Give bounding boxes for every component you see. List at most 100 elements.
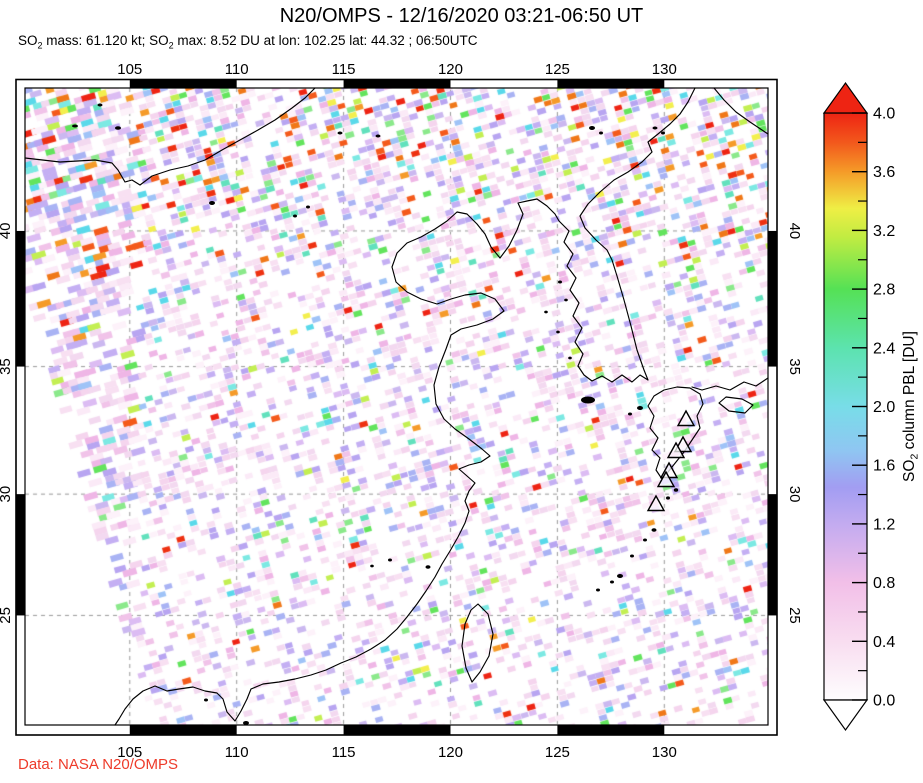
lon-tick-label-bottom: 110 — [225, 744, 249, 761]
subtitle-seg: SO — [18, 33, 38, 48]
volcano-triangle-marker — [676, 409, 696, 427]
colorbar-tick-label: 4.0 — [873, 106, 895, 123]
small-island-or-lake — [630, 554, 634, 558]
lat-tick-label-left: 30 — [0, 486, 14, 503]
colorbar-tick-label: 3.2 — [873, 223, 895, 240]
mainland-asia-coast-coastline — [114, 87, 696, 726]
small-island-or-lake — [643, 538, 647, 542]
frame-segment-bottom — [129, 725, 237, 735]
shikoku-island-coastline — [718, 396, 754, 414]
plot-title: N20/OMPS - 12/16/2020 03:21-06:50 UT — [279, 5, 644, 27]
frame-segment-left — [16, 230, 25, 367]
plot-subtitle: SO2 mass: 61.120 kt; SO2 max: 8.52 DU at… — [18, 33, 478, 51]
lat-tick-label-right: 40 — [786, 223, 803, 240]
lon-tick-label-top: 115 — [332, 61, 356, 78]
lat-tick-label-right: 25 — [786, 607, 803, 624]
kyushu-island-coastline — [647, 386, 704, 480]
frame-segment-right — [768, 230, 777, 367]
colorbar-under-arrow — [822, 699, 869, 732]
small-island-or-lake — [388, 558, 392, 562]
frame-segment-top — [129, 79, 237, 88]
data-credit: Data: NASA N20/OMPS — [18, 756, 179, 773]
small-island-or-lake — [425, 565, 431, 569]
small-island-or-lake — [661, 131, 665, 135]
lon-tick-label-top: 110 — [225, 61, 249, 78]
so2-swath-data-canvas — [25, 88, 768, 725]
small-island-or-lake — [599, 131, 603, 135]
lon-tick-label-top: 120 — [438, 61, 463, 78]
lon-tick-label-bottom: 115 — [332, 744, 356, 761]
lon-tick-label-bottom: 120 — [438, 744, 463, 761]
small-island-or-lake — [637, 406, 643, 410]
small-island-or-lake — [306, 205, 310, 209]
small-island-or-lake — [564, 298, 568, 302]
lon-tick-label-bottom: 105 — [117, 744, 142, 761]
frame-segment-bottom — [557, 725, 665, 735]
frame-segment-bottom — [343, 725, 451, 735]
taiwan-island-coastline — [461, 603, 494, 683]
small-island-or-lake — [628, 412, 632, 416]
volcano-triangle-marker — [656, 470, 676, 488]
small-island-or-lake — [293, 214, 297, 218]
subtitle-subscript: 2 — [37, 40, 43, 51]
colorbar-tick-label: 0.8 — [873, 575, 895, 592]
small-island-or-lake — [673, 488, 679, 492]
small-island-or-lake — [337, 131, 343, 135]
lat-tick-label-right: 30 — [786, 486, 803, 503]
small-island-or-lake — [558, 280, 562, 284]
small-island-or-lake — [204, 698, 208, 702]
small-island-or-lake — [610, 580, 614, 584]
small-island-or-lake — [556, 330, 560, 334]
lon-tick-label-top: 130 — [652, 61, 677, 78]
lon-tick-label-bottom: 125 — [545, 744, 570, 761]
frame-segment-top — [343, 79, 451, 88]
colorbar-tick-label: 0.0 — [873, 693, 895, 710]
small-island-or-lake — [596, 588, 600, 592]
honshu-northwest-coast-coastline — [713, 87, 769, 135]
colorbar-tick-label: 3.6 — [873, 164, 895, 181]
map-outer-frame — [15, 78, 778, 736]
frame-segment-top — [557, 79, 665, 88]
colorbar-tick-label: 1.2 — [873, 516, 895, 533]
small-island-or-lake — [72, 124, 78, 128]
lat-tick-label-left: 35 — [0, 358, 14, 375]
lon-tick-label-bottom: 130 — [652, 744, 677, 761]
small-island-or-lake — [581, 396, 595, 404]
small-island-or-lake — [589, 126, 595, 130]
volcano-triangle-marker — [666, 441, 686, 459]
small-island-or-lake — [375, 134, 381, 138]
lon-tick-label-top: 105 — [117, 61, 142, 78]
lat-tick-label-left: 25 — [0, 607, 14, 624]
small-island-or-lake — [617, 574, 623, 578]
small-island-or-lake — [544, 310, 548, 314]
small-island-or-lake — [652, 126, 658, 130]
small-island-or-lake — [209, 201, 215, 205]
colorbar-over-arrow — [822, 81, 869, 114]
colorbar-tick-label: 2.0 — [873, 399, 895, 416]
frame-segment-left — [16, 494, 25, 616]
lon-tick-label-top: 125 — [545, 61, 570, 78]
small-island-or-lake — [370, 564, 374, 568]
small-island-or-lake — [651, 528, 657, 532]
colorbar-tick-label: 1.6 — [873, 458, 895, 475]
colorbar-tick-label: 2.4 — [873, 340, 895, 357]
honshu-south-coast-coastline — [691, 377, 769, 391]
volcano-triangle-marker — [646, 494, 666, 512]
colorbar-tick-label: 2.8 — [873, 282, 895, 299]
subtitle-subscript: 2 — [168, 40, 174, 51]
small-island-or-lake — [568, 356, 572, 360]
small-island-or-lake — [97, 103, 103, 107]
subtitle-seg: mass: 61.120 kt; SO — [42, 33, 169, 48]
small-island-or-lake — [243, 721, 249, 725]
colorbar-title: SO2 column PBL [DU] — [901, 331, 921, 482]
lat-tick-label-right: 35 — [786, 358, 803, 375]
small-island-or-lake — [666, 496, 670, 500]
colorbar-tick-label: 0.4 — [873, 634, 895, 651]
subtitle-seg: max: 8.52 DU at lon: 102.25 lat: 44.32 ;… — [173, 33, 478, 48]
frame-segment-right — [768, 494, 777, 616]
lat-tick-label-left: 40 — [0, 223, 14, 240]
small-island-or-lake — [115, 126, 121, 130]
yellow-river-coastline — [24, 87, 316, 186]
